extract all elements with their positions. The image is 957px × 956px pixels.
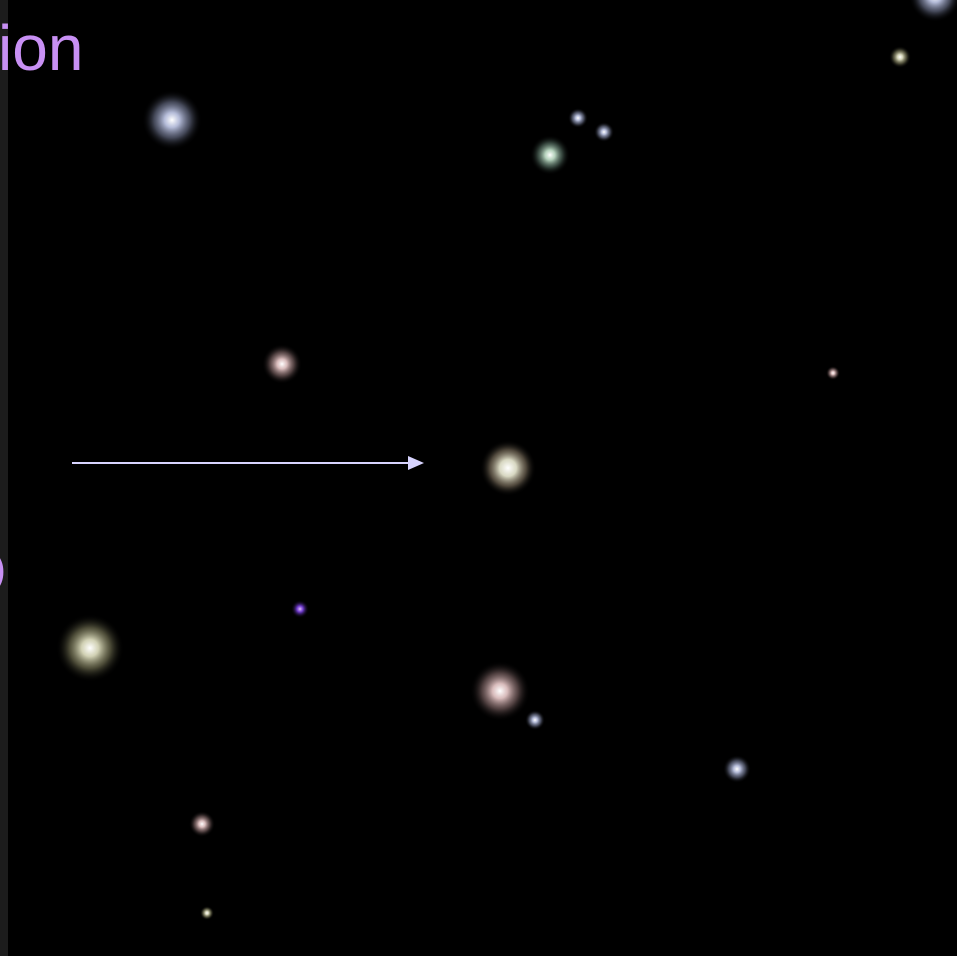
star <box>594 122 614 142</box>
star <box>889 46 911 68</box>
side-text: ) <box>0 545 6 592</box>
star-field: ion ) <box>0 0 957 956</box>
star <box>568 108 588 128</box>
star <box>470 661 530 721</box>
heading: ion <box>0 12 83 84</box>
star <box>480 440 536 496</box>
star <box>826 366 840 380</box>
star <box>530 135 570 175</box>
star <box>56 614 124 682</box>
background <box>0 0 957 956</box>
star <box>200 906 214 920</box>
side-panel-edge <box>0 0 8 956</box>
star <box>525 710 545 730</box>
star <box>291 600 309 618</box>
star <box>189 811 215 837</box>
page: ion ) (() => { const data = JSON.parse(d… <box>0 0 957 956</box>
star <box>723 755 751 783</box>
star <box>142 90 202 150</box>
star <box>262 344 302 384</box>
